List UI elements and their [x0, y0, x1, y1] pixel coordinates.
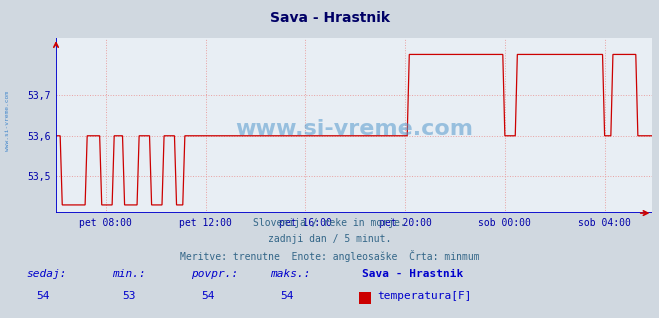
Text: Sava - Hrastnik: Sava - Hrastnik — [270, 11, 389, 25]
Text: temperatura[F]: temperatura[F] — [377, 291, 471, 301]
Text: Meritve: trenutne  Enote: angleosaške  Črta: minmum: Meritve: trenutne Enote: angleosaške Črt… — [180, 250, 479, 262]
Text: 54: 54 — [280, 291, 293, 301]
Text: 54: 54 — [201, 291, 214, 301]
Text: povpr.:: povpr.: — [191, 269, 239, 279]
Text: 53: 53 — [122, 291, 135, 301]
Text: 54: 54 — [36, 291, 49, 301]
Text: www.si-vreme.com: www.si-vreme.com — [5, 91, 11, 151]
Text: zadnji dan / 5 minut.: zadnji dan / 5 minut. — [268, 234, 391, 244]
Text: Slovenija / reke in morje.: Slovenija / reke in morje. — [253, 218, 406, 228]
Text: Sava - Hrastnik: Sava - Hrastnik — [362, 269, 464, 279]
Text: sedaj:: sedaj: — [26, 269, 67, 279]
Text: maks.:: maks.: — [270, 269, 310, 279]
Text: www.si-vreme.com: www.si-vreme.com — [235, 119, 473, 139]
Text: min.:: min.: — [112, 269, 146, 279]
